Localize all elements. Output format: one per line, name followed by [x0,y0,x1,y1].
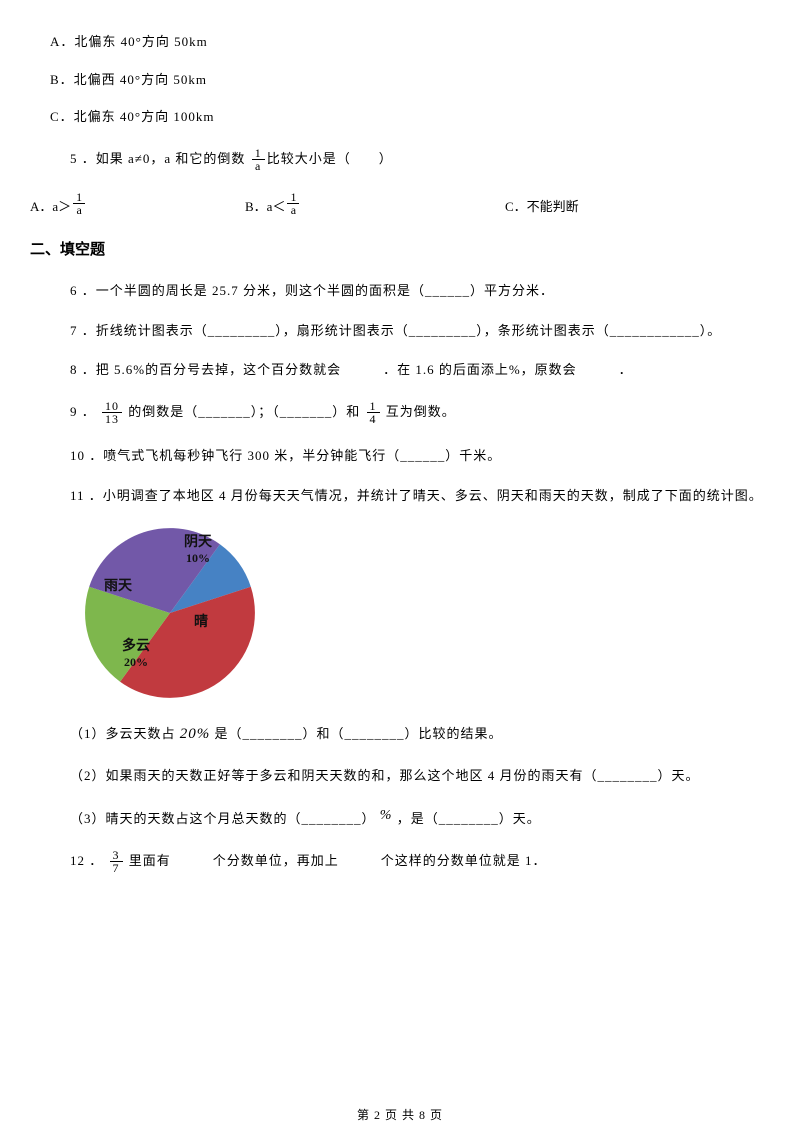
question-12: 12 ． 3 7 里面有 个分数单位，再加上 个这样的分数单位就是 1． [70,849,770,875]
label-overcast-pct: 10% [186,551,210,565]
choice-b-frac: 1 a [287,191,299,217]
pie-svg [80,523,260,703]
frac-den: a [252,160,264,173]
option-b: B．北偏西 40°方向 50km [50,70,770,90]
option-c: C．北偏东 40°方向 100km [50,107,770,127]
q5-choice-b: B．a＜ 1 a [245,191,505,217]
q5-choice-c: C．不能判断 [505,197,579,217]
frac-num: 3 [110,849,123,863]
q9-frac2: 1 4 [367,400,380,426]
q9-frac1: 10 13 [102,400,122,426]
label-cloudy: 多云 [122,639,150,654]
choice-a-frac: 1 a [73,191,85,217]
q11-1-pct: 20% [180,726,211,742]
frac-num: 10 [102,400,122,414]
q12-pre: 12 ． [70,853,103,868]
question-10: 10 ．喷气式飞机每秒钟飞行 300 米，半分钟能飞行（______）千米。 [70,446,770,466]
question-5: 5 ．如果 a≠0，a 和它的倒数 1 a 比较大小是（ ） [70,147,770,173]
frac-num: 1 [367,400,380,414]
frac-den: 13 [102,413,122,426]
label-overcast: 阴天 [184,535,212,550]
q5-suffix: 比较大小是（ ） [267,151,393,166]
frac-den: a [288,204,299,217]
frac-num: 1 [252,147,265,161]
q5-choices: A．a＞ 1 a B．a＜ 1 a C．不能判断 [30,191,770,217]
frac-den: 4 [367,413,380,426]
question-11: 11 ．小明调查了本地区 4 月份每天天气情况，并统计了晴天、多云、阴天和雨天的… [70,486,770,506]
q12-frac: 3 7 [110,849,123,875]
pie-label-cloudy: 多云 20% [122,639,150,671]
q11-3-pct: % [380,808,393,823]
pie-chart: 阴天 10% 雨天 多云 20% 晴 [80,523,270,703]
q5-prefix: 5 ．如果 a≠0，a 和它的倒数 [70,151,245,166]
choice-a-pre: A．a＞ [30,197,71,217]
option-a: A．北偏东 40°方向 50km [50,32,770,52]
frac-den: a [74,204,85,217]
frac-num: 1 [73,191,85,205]
question-6: 6 ．一个半圆的周长是 25.7 分米，则这个半圆的面积是（______）平方分… [70,281,770,301]
q9-pre: 9 ． [70,404,96,419]
question-9: 9 ． 10 13 的倒数是（_______）；（_______）和 1 4 互… [70,400,770,426]
frac-num: 1 [287,191,299,205]
q5-choice-a: A．a＞ 1 a [30,191,245,217]
q12-tail: 里面有 个分数单位，再加上 个这样的分数单位就是 1． [129,853,547,868]
question-8: 8 ．把 5.6%的百分号去掉，这个百分数就会 ．在 1.6 的后面添上%，原数… [70,360,770,380]
q11-3-b: ，是（________）天。 [397,811,541,826]
q9-mid: 的倒数是（_______）；（_______）和 [128,404,364,419]
question-11-2: （2）如果雨天的天数正好等于多云和阴天天数的和，那么这个地区 4 月份的雨天有（… [70,766,770,786]
q11-1-tail: 是（________）和（________）比较的结果。 [210,726,502,741]
label-cloudy-pct: 20% [124,655,148,669]
q11-1-pre: （1）多云天数占 [70,726,180,741]
question-7: 7 ．折线统计图表示（_________），扇形统计图表示（_________）… [70,321,770,341]
page-footer: 第 2 页 共 8 页 [0,1106,800,1124]
q5-frac: 1 a [252,147,265,173]
pie-label-rainy: 雨天 [104,579,132,595]
choice-b-pre: B．a＜ [245,197,285,217]
pie-label-sunny: 晴 [194,615,208,631]
question-11-3: （3）晴天的天数占这个月总天数的（________） % ，是（________… [70,805,770,829]
pie-label-overcast: 阴天 10% [184,535,212,567]
q11-3-a: （3）晴天的天数占这个月总天数的（________） [70,811,376,826]
q9-tail: 互为倒数。 [386,404,456,419]
question-11-1: （1）多云天数占 20% 是（________）和（________）比较的结果… [70,723,770,746]
frac-den: 7 [110,862,123,875]
section-2-title: 二、填空题 [30,239,770,262]
